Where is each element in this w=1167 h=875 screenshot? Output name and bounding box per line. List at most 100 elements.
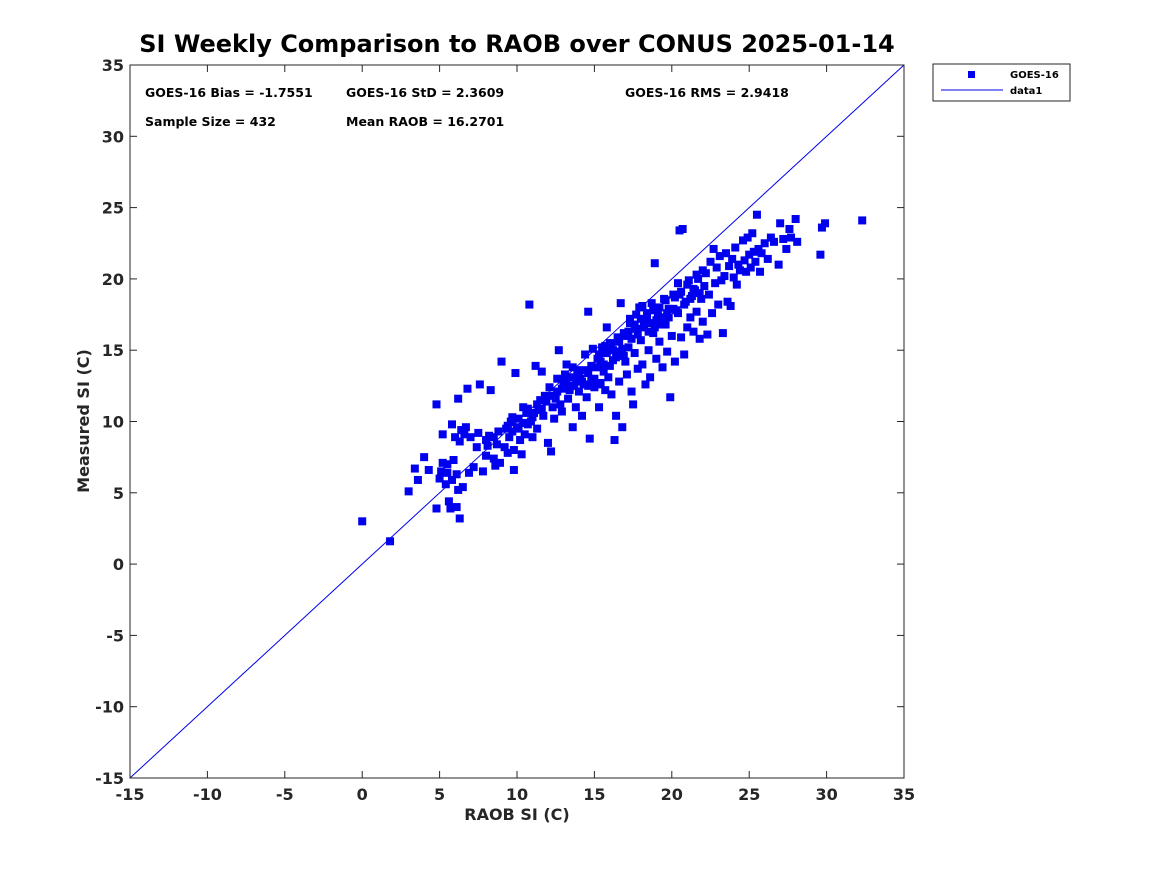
data-point [746,263,755,272]
data-point [669,304,678,313]
data-point [653,310,662,319]
data-point [821,219,830,228]
data-point [489,454,498,463]
data-point [619,329,628,338]
data-point [684,276,693,285]
data-point [574,371,583,380]
data-point [632,310,641,319]
data-point [519,418,528,427]
data-point [661,320,670,329]
data-point [605,361,614,370]
data-point [774,260,783,269]
data-point [739,236,748,245]
data-point [557,407,566,416]
data-point [749,247,758,256]
data-point [458,483,467,492]
data-point [573,366,582,375]
data-point [649,306,658,315]
data-point [621,357,630,366]
data-point [650,323,659,332]
y-tick-label: 25 [102,199,124,218]
data-point [791,215,800,224]
data-point [785,224,794,233]
data-point [588,344,597,353]
data-point [858,216,867,225]
data-point [618,344,627,353]
data-point [712,263,721,272]
data-point [644,327,653,336]
legend-label-data1: data1 [1010,86,1042,97]
data-point [619,351,628,360]
data-point [779,234,788,243]
data-point [677,333,686,342]
data-point [591,363,600,372]
data-point [438,430,447,439]
data-point [483,441,492,450]
data-point [581,366,590,375]
y-tick-label: 35 [102,56,124,75]
data-point [443,468,452,477]
data-point [675,290,684,299]
data-point [454,394,463,403]
x-tick-label: -10 [193,785,222,804]
data-point [638,301,647,310]
data-point [717,276,726,285]
data-point [508,427,517,436]
data-point [466,433,475,442]
data-point [454,485,463,494]
legend-box [932,63,1071,102]
data-point [721,249,730,258]
data-point [723,297,732,306]
data-point [646,373,655,382]
data-point [455,514,464,523]
data-point [740,256,749,265]
data-point [517,450,526,459]
data-point [528,433,537,442]
data-point [410,464,419,473]
data-point [413,475,422,484]
data-point [612,353,621,362]
data-point [599,367,608,376]
data-point [582,393,591,402]
data-point [644,346,653,355]
data-point [593,380,602,389]
data-point [695,334,704,343]
data-point [574,387,583,396]
x-axis-ticks: -15 -10 -5 0 5 10 15 20 25 30 35 [116,65,915,804]
data-point [633,330,642,339]
data-point [757,249,766,258]
goes16-scatter-series [358,210,867,546]
y-tick-label: -5 [106,626,124,645]
data-point [446,504,455,513]
data-point [618,423,627,432]
data-point [542,397,551,406]
data-point [613,333,622,342]
data-point [754,244,763,253]
data-point [817,223,826,232]
data-point [639,319,648,328]
data-point [697,294,706,303]
std-annotation: GOES-16 StD = 2.3609 [346,85,504,100]
data-point [457,426,466,435]
data-point [616,299,625,308]
x-axis-label: RAOB SI (C) [464,805,569,824]
data-point [570,381,579,390]
data-point [578,411,587,420]
data-point [655,303,664,312]
data-point [715,252,724,261]
data-point [444,497,453,506]
data-point [615,377,624,386]
data-point [649,329,658,338]
data-point [663,309,672,318]
data-point [548,403,557,412]
data-point [528,413,537,422]
data-point [703,330,712,339]
data-point [506,417,515,426]
legend-marker-goes16 [968,71,975,78]
data-point [543,438,552,447]
data-point [474,428,483,437]
data-point [714,300,723,309]
data-point [482,436,491,445]
data-point [704,290,713,299]
data-point [686,313,695,322]
